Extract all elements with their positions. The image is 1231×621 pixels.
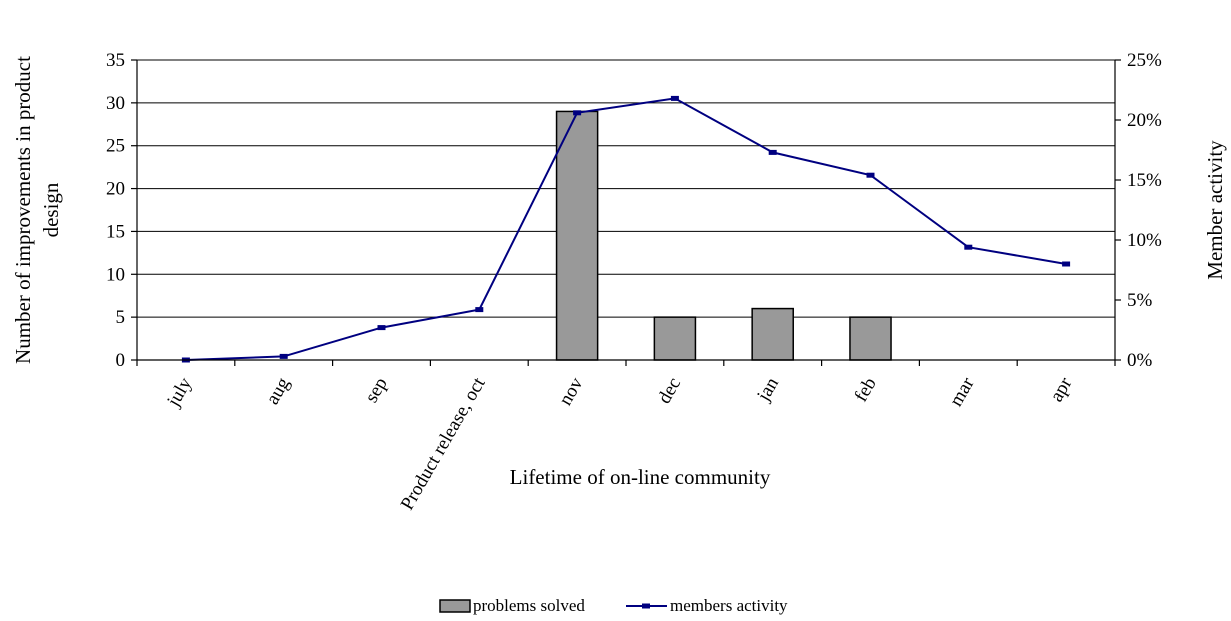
legend-label-members-activity: members activity (670, 596, 788, 615)
y-tick-label: 10 (106, 264, 125, 285)
left-tick-labels: 0 5 10 15 20 25 30 35 (106, 50, 125, 371)
line-point-8 (866, 172, 875, 178)
y-tick-label: 15 (106, 221, 125, 242)
y2-tick-label: 25% (1127, 50, 1162, 71)
x-tick-label: mar (946, 373, 979, 410)
line-point-2 (279, 353, 288, 359)
y-axis-label-line-1: Number of improvements in product (11, 56, 35, 364)
line-point-3 (377, 325, 386, 331)
y-axis-label-line-2: design (39, 182, 63, 237)
legend-label-problems-solved: problems solved (473, 596, 585, 615)
legend-swatch-problems-solved (439, 599, 471, 613)
members-activity-line (185, 97, 1067, 361)
legend-marker-members-activity (642, 603, 650, 609)
bar-5 (555, 110, 599, 361)
axes (131, 59, 1121, 366)
x-tick-label: july (163, 374, 197, 411)
line-point-5 (573, 110, 582, 116)
bar-series (555, 110, 892, 361)
y-tick-label: 25 (106, 136, 125, 157)
y2-tick-label: 15% (1127, 170, 1162, 191)
x-tick-label: Product release, oct (397, 373, 490, 513)
y2-tick-label: 0% (1127, 350, 1153, 371)
line-point-7 (768, 149, 777, 155)
x-tick-label: jan (753, 374, 784, 406)
y2-tick-label: 10% (1127, 230, 1162, 251)
gridlines (137, 59, 1115, 318)
y-tick-label: 20 (106, 179, 125, 200)
x-tick-label: apr (1046, 373, 1077, 405)
y-axis-label: Number of improvements in product design (11, 56, 63, 364)
bar-8 (849, 316, 892, 361)
x-axis-label: Lifetime of on-line community (510, 465, 771, 489)
y2-axis-label: Member activity (1203, 140, 1227, 280)
y-tick-label: 0 (116, 350, 126, 371)
y-tick-label: 30 (106, 93, 125, 114)
right-tick-labels: 0% 5% 10% 15% 20% 25% (1127, 50, 1162, 371)
x-tick-label: nov (555, 374, 588, 410)
y-tick-label: 5 (116, 307, 126, 328)
bar-6 (653, 316, 697, 361)
x-tick-label: feb (851, 374, 881, 406)
line-point-4 (475, 307, 484, 313)
x-tick-label: aug (262, 374, 294, 409)
y2-tick-label: 5% (1127, 290, 1153, 311)
legend: problems solved members activity (439, 596, 788, 615)
line-point-9 (964, 244, 973, 250)
x-tick-labels: july aug sep Product release, oct nov dec jan f… (163, 373, 1077, 513)
line-series (181, 95, 1071, 363)
y-tick-label: 35 (106, 50, 125, 71)
x-tick-label: dec (654, 374, 685, 407)
x-tick-label: sep (361, 374, 392, 406)
line-point-10 (1062, 261, 1071, 267)
y2-tick-label: 20% (1127, 110, 1162, 131)
line-point-6 (670, 95, 679, 101)
bar-7 (751, 307, 794, 361)
